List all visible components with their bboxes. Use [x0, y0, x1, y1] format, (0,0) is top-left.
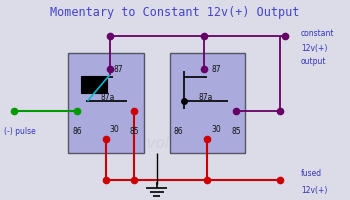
Text: 12v(+): 12v(+) — [301, 44, 327, 52]
Bar — [170, 53, 245, 153]
Text: 87: 87 — [211, 64, 221, 73]
Text: 87a: 87a — [100, 94, 114, 102]
Text: 85: 85 — [231, 127, 241, 136]
Text: Momentary to Constant 12v(+) Output: Momentary to Constant 12v(+) Output — [50, 6, 300, 19]
Bar — [68, 53, 144, 153]
Text: 85: 85 — [130, 127, 139, 136]
Text: 87a: 87a — [199, 94, 213, 102]
Text: the12volt.com: the12volt.com — [102, 136, 213, 152]
Text: 12v(+): 12v(+) — [301, 186, 327, 194]
Bar — [80, 76, 107, 93]
Text: 30: 30 — [211, 124, 221, 134]
Text: (-) pulse: (-) pulse — [4, 127, 35, 136]
Text: 86: 86 — [72, 127, 82, 136]
Text: 30: 30 — [110, 124, 119, 134]
Text: constant: constant — [301, 29, 335, 38]
Text: 86: 86 — [174, 127, 184, 136]
Text: output: output — [301, 58, 327, 66]
Text: 87: 87 — [114, 64, 123, 73]
Text: fused: fused — [301, 170, 322, 178]
